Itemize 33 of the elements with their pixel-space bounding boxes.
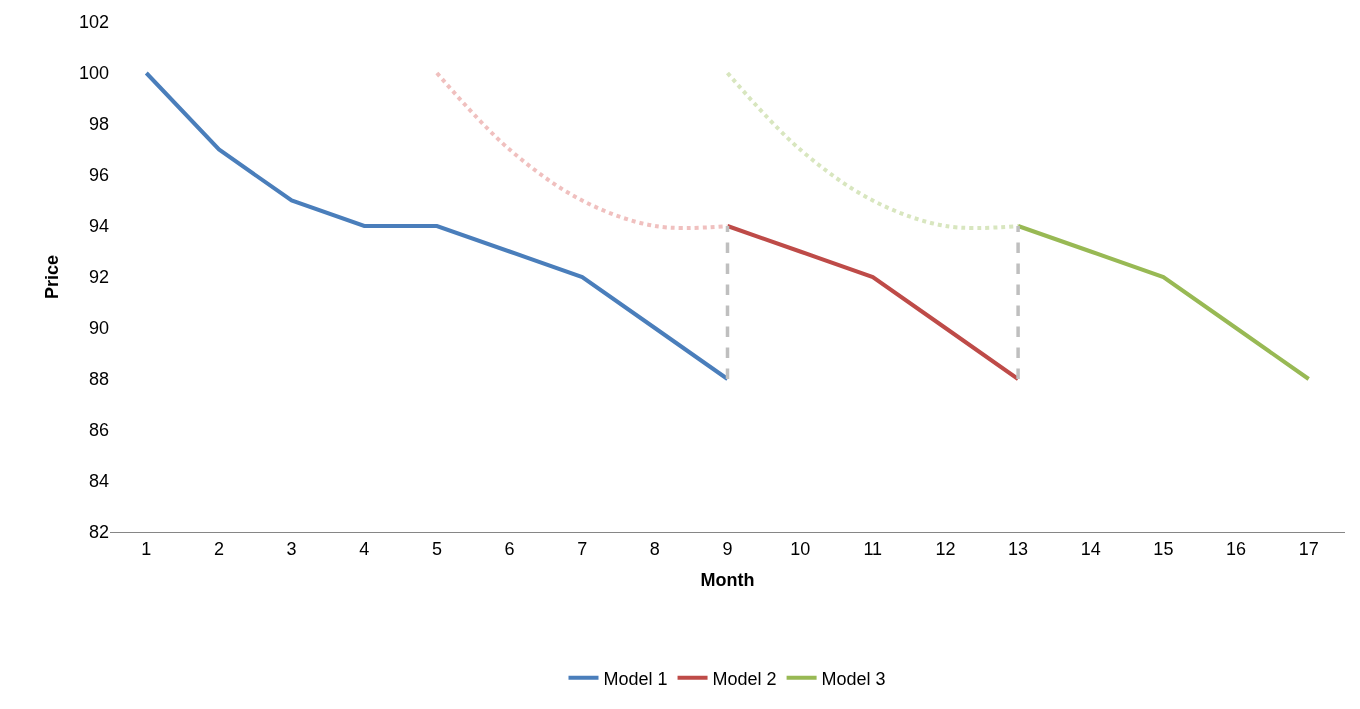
- y-tick-label: 96: [88, 165, 109, 186]
- legend-label: Model 3: [821, 668, 886, 689]
- x-tick-label: 15: [1153, 538, 1174, 559]
- y-tick-label: 100: [78, 63, 109, 84]
- y-tick-label: 98: [88, 114, 109, 135]
- x-tick-label: 5: [431, 538, 442, 559]
- y-tick-label: 94: [88, 216, 109, 237]
- x-tick-label: 2: [213, 538, 224, 559]
- x-tick-label: 14: [1080, 538, 1101, 559]
- x-tick-label: 12: [935, 538, 956, 559]
- x-axis-title: Month: [700, 569, 755, 590]
- y-tick-label: 92: [88, 267, 109, 288]
- x-tick-label: 6: [504, 538, 515, 559]
- x-tick-label: 8: [649, 538, 660, 559]
- x-tick-label: 1: [141, 538, 152, 559]
- x-tick-label: 16: [1226, 538, 1247, 559]
- y-tick-label: 82: [88, 522, 109, 543]
- x-tick-label: 7: [577, 538, 588, 559]
- x-tick-label: 11: [863, 538, 883, 559]
- x-tick-label: 10: [790, 538, 811, 559]
- x-tick-label: 17: [1298, 538, 1319, 559]
- x-tick-label: 13: [1008, 538, 1029, 559]
- y-axis-title: Price: [42, 254, 63, 300]
- x-tick-label: 4: [359, 538, 370, 559]
- y-tick-label: 86: [88, 420, 109, 441]
- y-tick-label: 84: [88, 471, 109, 492]
- legend-label: Model 2: [712, 668, 777, 689]
- y-tick-label: 90: [88, 318, 109, 339]
- x-tick-label: 3: [286, 538, 297, 559]
- x-tick-label: 9: [722, 538, 733, 559]
- y-tick-label: 88: [88, 369, 109, 390]
- y-tick-label: 102: [78, 12, 109, 33]
- legend-label: Model 1: [603, 668, 668, 689]
